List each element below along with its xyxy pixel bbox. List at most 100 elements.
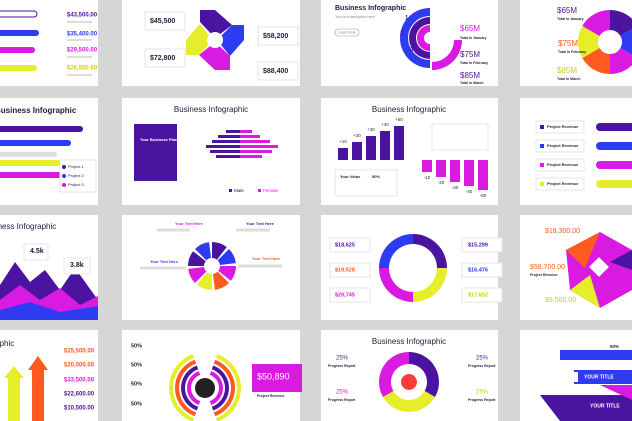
ring-segment xyxy=(409,17,430,59)
ring-segment xyxy=(413,234,447,268)
slide-text: Progress Report xyxy=(328,364,356,368)
slide-text: Project 3 xyxy=(68,182,85,187)
ring-segment xyxy=(383,391,435,413)
ring-segment xyxy=(195,242,212,261)
slide-text: $22,600.00 xyxy=(64,392,95,398)
slide-text: $50,890 xyxy=(257,371,290,381)
slide-text: -50 xyxy=(480,193,487,198)
slide-text: 4.5k xyxy=(30,248,44,255)
ring-segment xyxy=(188,266,207,283)
slide-text: Total In January xyxy=(557,17,584,21)
ring-shapes xyxy=(168,8,632,421)
ring-segment xyxy=(175,359,197,417)
slide-text: Female xyxy=(263,188,279,193)
slide-text: Progress Report xyxy=(468,398,496,402)
slide-text: Project Revenue xyxy=(547,143,579,148)
ring-segment xyxy=(432,40,462,70)
slide-text: 25% xyxy=(336,356,349,362)
slide-text: 50% xyxy=(131,362,142,368)
ring-segment xyxy=(217,249,236,266)
slide-text: $88,400 xyxy=(263,68,288,75)
ring-segment xyxy=(400,374,417,390)
slide-text: $17,652 xyxy=(468,292,488,298)
slide-text: Project Revenue xyxy=(530,273,557,277)
slide-text: $75M xyxy=(558,39,578,48)
slide-text: Your Value xyxy=(340,174,361,179)
ring-segment xyxy=(620,29,632,55)
ring-segment xyxy=(181,365,199,411)
ring-segment xyxy=(197,272,212,290)
slide-text: Business Infographic xyxy=(0,106,77,115)
slide-text: 25% xyxy=(336,390,349,396)
slide-text: Learn More xyxy=(338,30,356,34)
slide-text: -30 xyxy=(452,185,459,190)
ring-segment xyxy=(187,371,201,405)
ring-segment xyxy=(610,10,632,36)
slide-text: Project Revenue xyxy=(547,181,579,186)
slide-text: $26,500.00 xyxy=(67,66,98,72)
slide-text: $19,528 xyxy=(335,267,355,273)
slide-text: 1 xyxy=(405,16,409,22)
slide-text: 25% xyxy=(476,356,489,362)
ring-segment xyxy=(188,251,206,266)
slide-text: Your Business Plan xyxy=(140,137,178,142)
slide-text: +10 xyxy=(339,139,347,144)
slide-text: $15,299 xyxy=(468,242,488,248)
ring-segment xyxy=(211,365,229,411)
ring-segment xyxy=(212,242,227,260)
slide-text: Project Revenue xyxy=(257,394,284,398)
slide-text: YOUR TITLE xyxy=(584,374,614,380)
slide-text: $9,500.00 xyxy=(545,297,576,304)
decorations xyxy=(0,10,632,421)
ring-segment xyxy=(578,26,600,58)
slide-text: -10 xyxy=(424,175,431,180)
slide-text: +40 xyxy=(381,122,389,127)
slide-text: Your Text Here xyxy=(150,259,179,264)
slide-text: $58,700.00 xyxy=(530,264,565,271)
slide-text: Project 2 xyxy=(68,173,85,178)
slide-text: $20,745 xyxy=(335,292,355,298)
slide-text: Project 1 xyxy=(68,164,85,169)
slide-text: $29,500.00 xyxy=(67,48,98,54)
slide-text: 2 xyxy=(400,32,404,38)
slide-text: -40 xyxy=(466,189,473,194)
slide-text: +50 xyxy=(395,117,403,122)
slide-text: Male xyxy=(234,188,244,193)
slide-text: Total In February xyxy=(460,61,488,65)
slide-text: $85M xyxy=(557,66,577,75)
slide-text: Progress Report xyxy=(328,398,356,402)
slide-text: Your Text Here xyxy=(246,221,275,226)
ring-segment xyxy=(379,268,413,302)
ring-segment xyxy=(409,352,440,397)
slide-text: Your Text Here xyxy=(252,256,281,261)
slide-text: $33,500.00 xyxy=(64,378,95,384)
ring-segment xyxy=(213,359,235,417)
slide-text: 3.8k xyxy=(70,262,84,269)
ring-segment xyxy=(218,266,236,281)
slide-text: Total In March xyxy=(460,81,483,85)
slide-text: $18,625 xyxy=(335,242,355,248)
slide-text: -20 xyxy=(438,180,445,185)
slide-text: +30 xyxy=(367,127,375,132)
slide-text: 50% xyxy=(131,401,142,407)
slide-text: $20,000.00 xyxy=(64,363,95,369)
slide-text: $18,300.00 xyxy=(545,228,580,235)
slide-text: 80% xyxy=(405,263,421,272)
slide-text: Business Infographic xyxy=(372,105,446,114)
slide-text: $25,500.00 xyxy=(64,349,95,355)
slide-text: Your Text Here xyxy=(175,221,204,226)
texts: $43,500.00 $35,400.00 $29,500.00 $26,500.00… xyxy=(0,5,620,412)
ring-segment xyxy=(212,271,229,290)
slide-text: 50% xyxy=(372,174,380,179)
slide-text: Business Infographic xyxy=(0,222,56,231)
slide-text: $45,500 xyxy=(150,18,175,25)
slide-text: 3 xyxy=(410,48,414,54)
slide-text: $10,500.00 xyxy=(64,406,95,412)
ring-segment xyxy=(417,25,430,51)
ring-segment xyxy=(413,268,447,302)
slide-text: 50% xyxy=(131,343,142,349)
slide-text: Business Infographic xyxy=(0,339,14,348)
slide-text: Progress Report xyxy=(468,364,496,368)
ring-segment xyxy=(379,234,413,268)
ring-segment xyxy=(582,48,610,74)
